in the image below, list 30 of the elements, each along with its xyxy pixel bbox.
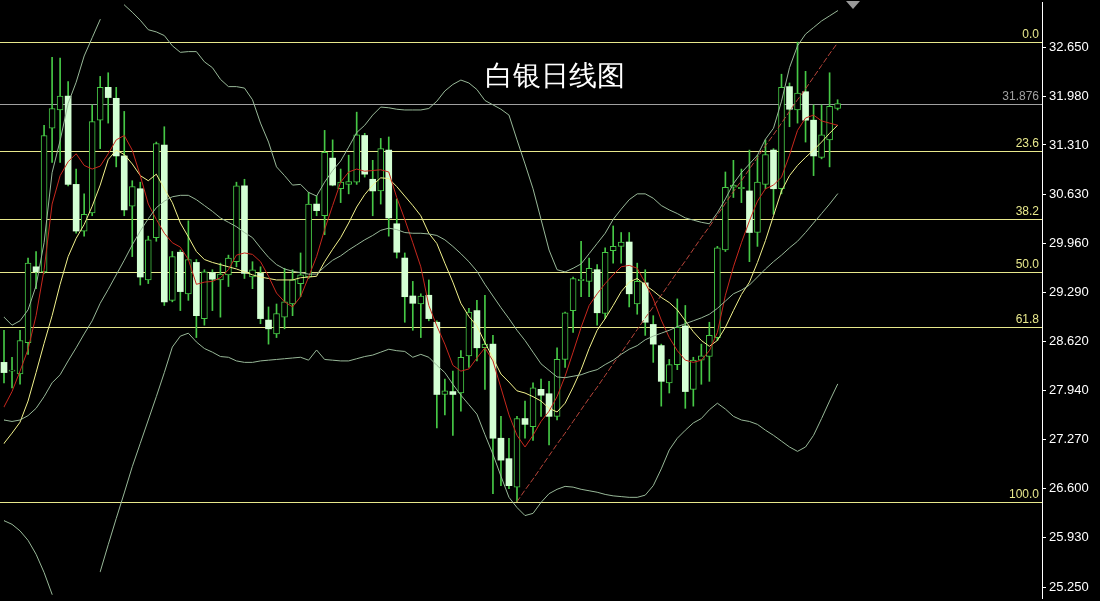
candlestick <box>0 329 8 384</box>
candlestick <box>449 370 457 436</box>
y-tick-label: 27.940 <box>1049 382 1089 398</box>
annotation: 0.0 <box>1022 27 1040 42</box>
y-tick-label: 29.960 <box>1049 235 1089 251</box>
y-tick-label: 27.270 <box>1049 431 1089 447</box>
y-tick-label: 26.600 <box>1049 480 1089 496</box>
y-tick-label: 32.650 <box>1049 38 1089 54</box>
candlestick <box>609 225 617 264</box>
candlestick <box>537 378 545 417</box>
annotation: 38.2 <box>1015 203 1040 218</box>
candlestick <box>104 72 112 124</box>
ref-line-label: 31.876 <box>1002 89 1040 103</box>
candlestick <box>8 356 16 389</box>
candlestick <box>617 232 625 264</box>
annotation: 61.8 <box>1015 311 1040 326</box>
annotation: 23.6 <box>1015 136 1040 151</box>
candlestick <box>521 400 529 439</box>
y-tick-label: 29.290 <box>1049 283 1089 299</box>
candlestick <box>441 378 449 416</box>
text: 白银日线图 <box>485 59 626 93</box>
y-tick-label: 30.630 <box>1049 186 1089 202</box>
candlestick <box>417 293 425 338</box>
y-tick-label: 31.980 <box>1049 87 1089 103</box>
y-tick-label: 25.250 <box>1049 578 1089 594</box>
annotation: 100.0 <box>1008 487 1040 502</box>
y-tick-label: 31.310 <box>1049 136 1089 152</box>
y-tick-label: 25.930 <box>1049 529 1089 545</box>
y-tick-label: 28.620 <box>1049 332 1089 348</box>
annotation: 50.0 <box>1015 257 1040 272</box>
